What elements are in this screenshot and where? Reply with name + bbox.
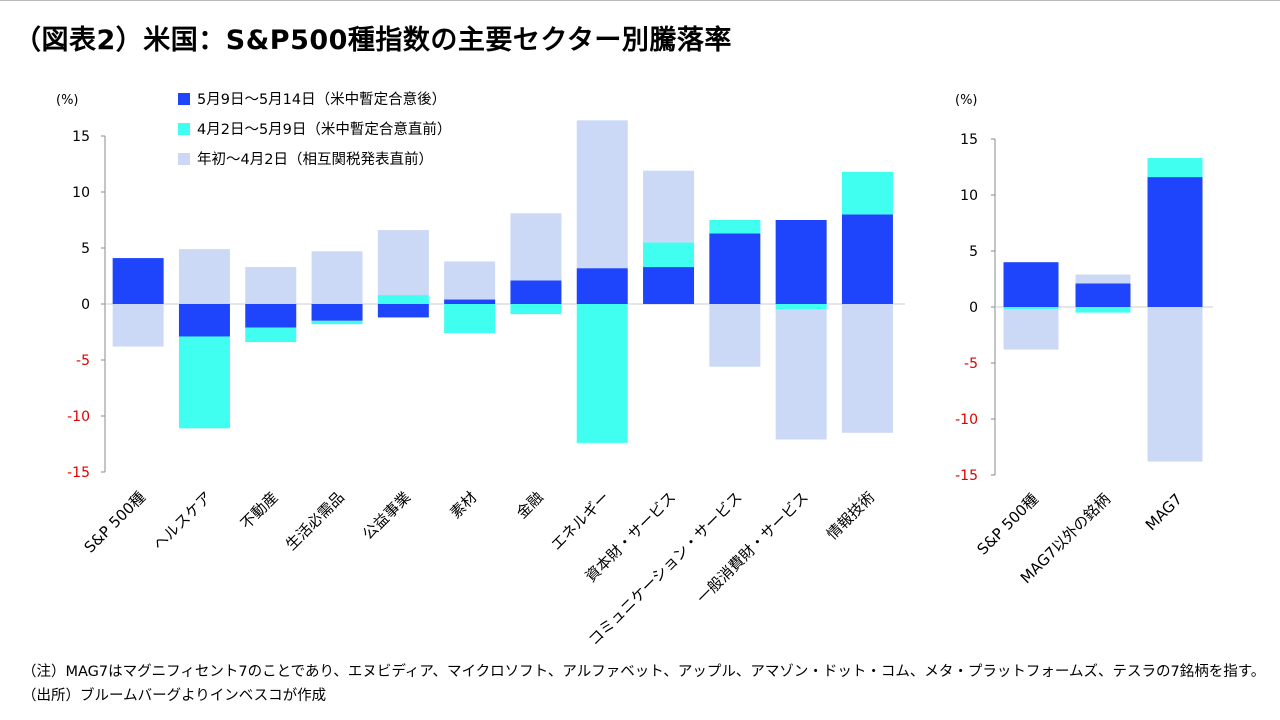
bar-segment xyxy=(1075,307,1131,313)
bar-segment xyxy=(377,230,429,296)
bar-segment xyxy=(311,320,363,325)
y-tick-label: 5 xyxy=(969,244,978,260)
y-tick-label: -10 xyxy=(67,409,90,425)
legend-swatch xyxy=(178,93,190,105)
bar-segment xyxy=(775,304,827,310)
bar-segment xyxy=(510,280,562,304)
category-label: 生活必需品 xyxy=(282,488,348,554)
y-tick-label: -5 xyxy=(964,356,978,372)
y-tick-label: -10 xyxy=(955,412,978,428)
category-label: 一般消費財・サービス xyxy=(693,488,812,607)
legend-swatch xyxy=(178,123,190,135)
bar-segment xyxy=(377,304,429,318)
bar-segment xyxy=(709,220,761,234)
y-tick-label: 15 xyxy=(960,132,978,148)
bar-segment xyxy=(1147,177,1203,307)
bar-segment xyxy=(112,258,164,304)
bar-segment xyxy=(311,251,363,304)
bar-segment xyxy=(1003,309,1059,350)
bar-segment xyxy=(178,336,230,429)
bar-segment xyxy=(444,299,496,304)
bar-segment xyxy=(245,304,297,328)
bar-segment xyxy=(576,120,628,269)
bar-segment xyxy=(1075,274,1131,284)
y-tick-label: 0 xyxy=(81,297,90,313)
y-tick-label: 5 xyxy=(81,241,90,257)
bar-segment xyxy=(643,267,695,304)
bar-segment xyxy=(775,309,827,440)
bar-segment xyxy=(1147,158,1203,178)
y-unit-label: (%) xyxy=(56,93,79,108)
category-label: 不動産 xyxy=(237,488,282,533)
bar-segment xyxy=(841,214,893,304)
top-rule xyxy=(0,0,1280,1)
source-note: （出所）ブルームバーグよりインベスコが作成 xyxy=(22,688,327,704)
bar-segment xyxy=(576,304,628,443)
bar-segment xyxy=(245,267,297,304)
bar-segment xyxy=(1003,262,1059,307)
bar-segment xyxy=(510,304,562,315)
category-label: MAG7 xyxy=(1142,490,1186,534)
category-label: ヘルスケア xyxy=(150,488,216,554)
y-tick-label: 0 xyxy=(969,300,978,316)
legend-label: 4月2日～5月9日（米中暫定合意直前） xyxy=(197,120,451,138)
legend-swatch xyxy=(178,153,190,165)
category-label: 金融 xyxy=(513,488,547,522)
bar-segment xyxy=(1075,283,1131,307)
bar-segment xyxy=(709,304,761,367)
category-label: エネルギー xyxy=(547,488,613,554)
bar-segment xyxy=(311,304,363,321)
legend-label: 年初～4月2日（相互関税発表直前） xyxy=(197,151,433,168)
bar-segment xyxy=(709,233,761,304)
bar-segment xyxy=(444,261,496,300)
y-unit-label: (%) xyxy=(955,93,978,108)
bar-segment xyxy=(775,220,827,304)
category-label: 公益事業 xyxy=(359,488,414,543)
y-tick-label: -15 xyxy=(955,468,978,484)
bar-segment xyxy=(1147,307,1203,462)
y-tick-label: -15 xyxy=(67,465,90,481)
bar-segment xyxy=(841,171,893,215)
category-label: S&P 500種 xyxy=(973,490,1041,558)
bar-segment xyxy=(245,327,297,343)
bar-segment xyxy=(178,304,230,337)
bar-segment xyxy=(112,304,164,347)
bar-segment xyxy=(576,268,628,304)
category-label: 情報技術 xyxy=(823,488,878,543)
bar-segment xyxy=(841,304,893,433)
bar-segment xyxy=(178,249,230,304)
bar-segment xyxy=(643,242,695,268)
bar-segment xyxy=(444,304,496,334)
y-tick-label: -5 xyxy=(76,353,90,369)
legend-label: 5月9日～5月14日（米中暫定合意後） xyxy=(197,90,446,108)
category-label: 素材 xyxy=(447,488,481,522)
y-tick-label: 10 xyxy=(72,185,90,201)
bar-segment xyxy=(510,213,562,281)
bar-segment xyxy=(643,170,695,243)
y-tick-label: 15 xyxy=(72,129,90,145)
bar-segment xyxy=(1003,307,1059,310)
footnote: （注）MAG7はマグニフィセント7のことであり、エヌビディア、マイクロソフト、ア… xyxy=(22,664,1266,680)
bar-segment xyxy=(377,295,429,304)
category-label: S&P 500種 xyxy=(81,488,149,556)
y-tick-label: 10 xyxy=(960,188,978,204)
page-title: （図表2）米国：S&P500種指数の主要セクター別騰落率 xyxy=(14,25,732,56)
